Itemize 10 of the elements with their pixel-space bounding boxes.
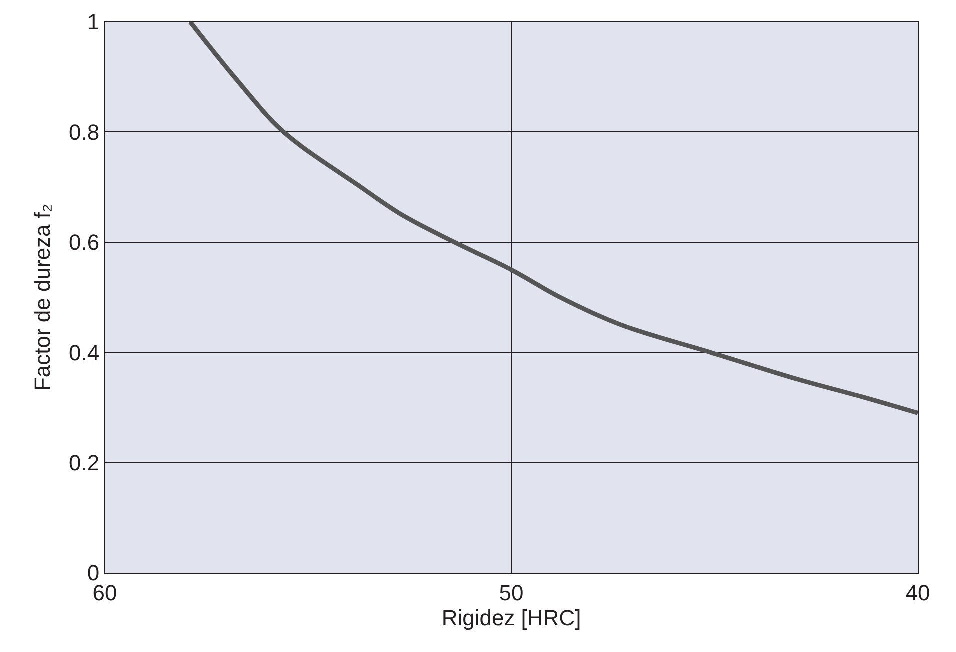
y-axis-title: Factor de dureza f₂: [30, 204, 55, 392]
y-tick-label: 1: [87, 10, 100, 35]
y-tick-label: 0.2: [69, 450, 100, 476]
x-tick-label: 50: [499, 580, 524, 606]
y-tick-label: 0.8: [69, 120, 100, 145]
y-tick-label: 0.4: [69, 340, 100, 366]
x-tick-label: 40: [906, 580, 930, 606]
x-axis-title: Rigidez [HRC]: [442, 605, 582, 630]
y-tick-label: 0.6: [69, 230, 100, 256]
line-series: [188, 22, 918, 416]
